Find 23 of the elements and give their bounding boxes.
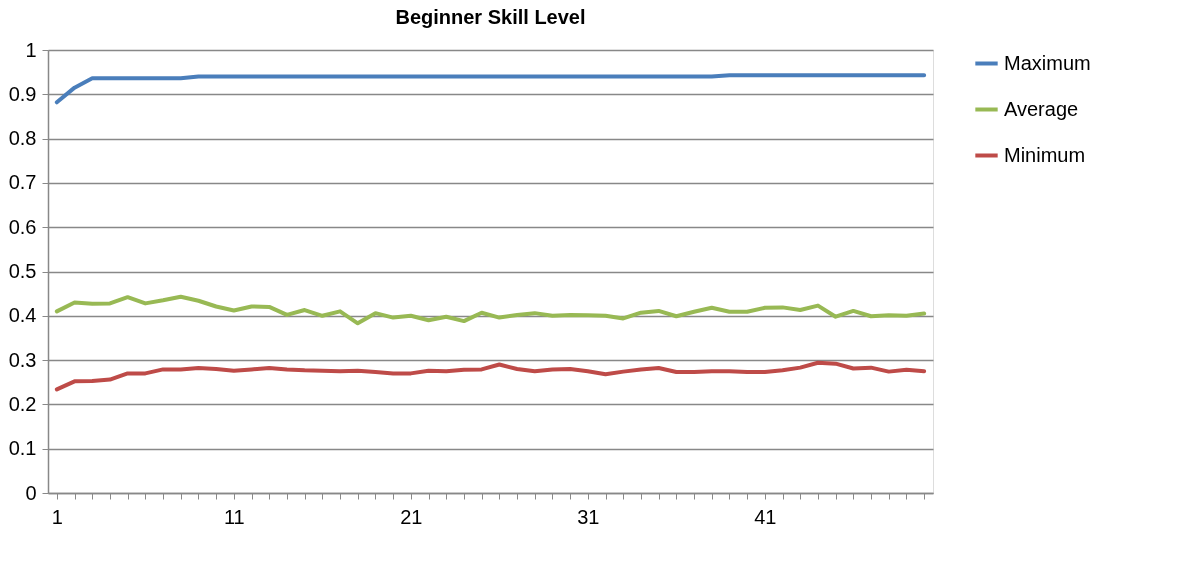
- x-tick-label: 1: [51, 505, 63, 528]
- legend-label: Average: [1004, 97, 1079, 120]
- y-tick-label: 0.9: [8, 82, 37, 105]
- chart-title: Beginner Skill Level: [395, 6, 586, 28]
- y-tick-label: 0.7: [8, 171, 37, 194]
- x-tick-label: 11: [223, 505, 245, 528]
- y-tick-label: 1: [25, 38, 37, 61]
- y-tick-label: 0.2: [8, 392, 37, 415]
- y-tick-label: 0.1: [8, 437, 37, 460]
- x-tick-label: 41: [754, 505, 777, 528]
- y-tick-label: 0.3: [8, 348, 37, 371]
- x-tick-label: 31: [577, 505, 600, 528]
- legend-label: Maximum: [1004, 51, 1091, 74]
- line-series: [54, 294, 927, 326]
- legend-label: Minimum: [1004, 143, 1086, 166]
- y-tick-label: 0.8: [8, 127, 37, 150]
- y-tick-label: 0.4: [8, 304, 37, 327]
- line-series: [54, 73, 927, 105]
- y-tick-label: 0: [25, 481, 37, 504]
- y-tick-label: 0.5: [8, 260, 37, 282]
- line-series: [54, 360, 927, 392]
- y-tick-label: 0.6: [8, 215, 37, 238]
- x-tick-label: 21: [400, 505, 423, 528]
